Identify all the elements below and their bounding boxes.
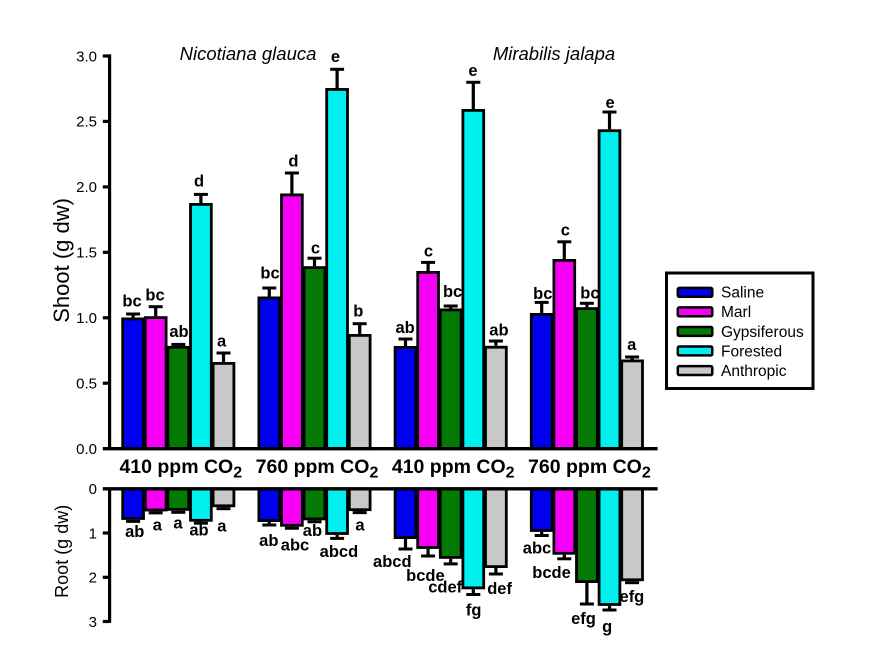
svg-text:bc: bc <box>443 283 462 301</box>
svg-text:Root (g dw): Root (g dw) <box>52 505 72 598</box>
svg-text:abc: abc <box>523 539 551 557</box>
svg-text:2.5: 2.5 <box>76 114 97 131</box>
svg-text:ab: ab <box>303 522 322 540</box>
svg-text:2: 2 <box>89 570 97 587</box>
svg-text:ab: ab <box>169 323 188 341</box>
svg-text:3: 3 <box>89 614 97 631</box>
svg-text:0.0: 0.0 <box>76 441 97 458</box>
svg-text:bc: bc <box>145 286 164 304</box>
svg-text:abcd: abcd <box>373 553 412 571</box>
svg-text:a: a <box>217 333 227 351</box>
svg-text:Forested: Forested <box>721 343 782 360</box>
svg-text:e: e <box>331 48 340 66</box>
svg-text:bcde: bcde <box>532 564 571 582</box>
svg-text:efg: efg <box>571 610 596 628</box>
svg-text:0: 0 <box>89 481 97 498</box>
svg-text:0.5: 0.5 <box>76 376 97 393</box>
svg-text:ab: ab <box>189 521 208 539</box>
svg-text:3.0: 3.0 <box>76 48 97 65</box>
svg-text:c: c <box>424 242 433 260</box>
svg-text:a: a <box>355 516 365 534</box>
svg-text:1.5: 1.5 <box>76 245 97 262</box>
svg-text:ab: ab <box>125 523 144 541</box>
svg-text:Mirabilis jalapa: Mirabilis jalapa <box>493 43 615 64</box>
svg-text:Nicotiana glauca: Nicotiana glauca <box>180 43 317 64</box>
svg-text:d: d <box>288 152 298 170</box>
svg-text:410 ppm CO2: 410 ppm CO2 <box>119 456 242 482</box>
svg-text:d: d <box>194 172 204 190</box>
svg-text:a: a <box>153 517 163 535</box>
svg-text:a: a <box>173 514 183 532</box>
svg-text:bc: bc <box>260 264 279 282</box>
svg-text:1.0: 1.0 <box>76 310 97 327</box>
svg-text:fg: fg <box>466 601 482 619</box>
svg-text:Marl: Marl <box>721 304 751 321</box>
svg-text:cdef: cdef <box>428 578 462 596</box>
svg-text:b: b <box>353 302 363 320</box>
svg-text:efg: efg <box>620 588 645 606</box>
svg-text:760 ppm CO2: 760 ppm CO2 <box>256 456 379 482</box>
svg-text:a: a <box>627 336 637 354</box>
svg-text:bc: bc <box>580 285 599 303</box>
svg-text:c: c <box>561 221 570 239</box>
svg-text:Anthropic: Anthropic <box>721 363 787 380</box>
svg-text:760 ppm CO2: 760 ppm CO2 <box>528 456 651 482</box>
svg-text:abcd: abcd <box>320 543 359 561</box>
svg-text:abc: abc <box>281 536 309 554</box>
svg-text:bcde: bcde <box>406 567 445 585</box>
svg-text:Shoot (g dw): Shoot (g dw) <box>49 198 74 323</box>
svg-text:ab: ab <box>259 532 278 550</box>
svg-text:Saline: Saline <box>721 285 764 302</box>
svg-text:e: e <box>468 62 477 80</box>
svg-text:bc: bc <box>533 285 552 303</box>
svg-text:def: def <box>487 580 512 598</box>
svg-text:c: c <box>311 239 320 257</box>
svg-text:Gypsiferous: Gypsiferous <box>721 324 804 341</box>
svg-text:1: 1 <box>89 525 97 542</box>
svg-text:410 ppm CO2: 410 ppm CO2 <box>392 456 515 482</box>
svg-text:bc: bc <box>122 293 141 311</box>
svg-text:e: e <box>606 94 615 112</box>
svg-text:g: g <box>602 618 612 636</box>
svg-text:ab: ab <box>489 322 508 340</box>
svg-text:2.0: 2.0 <box>76 179 97 196</box>
svg-text:ab: ab <box>395 319 414 337</box>
svg-text:a: a <box>217 517 227 535</box>
